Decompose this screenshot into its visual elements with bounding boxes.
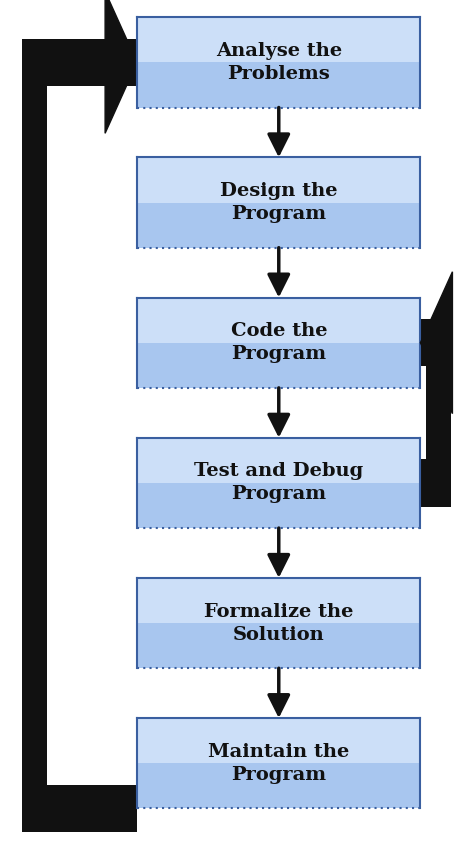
Text: Analyse the
Problems: Analyse the Problems (216, 42, 342, 83)
Bar (22, 785, 137, 832)
Bar (22, 63, 47, 808)
Bar (137, 764, 420, 808)
Bar (137, 63, 420, 108)
Bar (22, 39, 137, 86)
Bar (137, 203, 420, 248)
Polygon shape (105, 0, 137, 133)
Bar (137, 483, 420, 528)
Bar (137, 343, 420, 388)
Bar (137, 298, 420, 343)
Bar (137, 624, 420, 668)
Bar (420, 319, 451, 366)
Text: Maintain the
Program: Maintain the Program (208, 743, 350, 783)
Text: Code the
Program: Code the Program (230, 322, 327, 363)
Text: Test and Debug
Program: Test and Debug Program (194, 463, 363, 503)
Bar (137, 718, 420, 764)
Bar (137, 157, 420, 203)
Text: Design the
Program: Design the Program (220, 182, 338, 223)
Bar (426, 343, 452, 483)
Text: Formalize the
Solution: Formalize the Solution (204, 603, 353, 643)
Bar (420, 459, 451, 507)
Bar (137, 438, 420, 483)
Bar (137, 17, 420, 63)
Bar (137, 578, 420, 623)
Polygon shape (420, 272, 452, 414)
